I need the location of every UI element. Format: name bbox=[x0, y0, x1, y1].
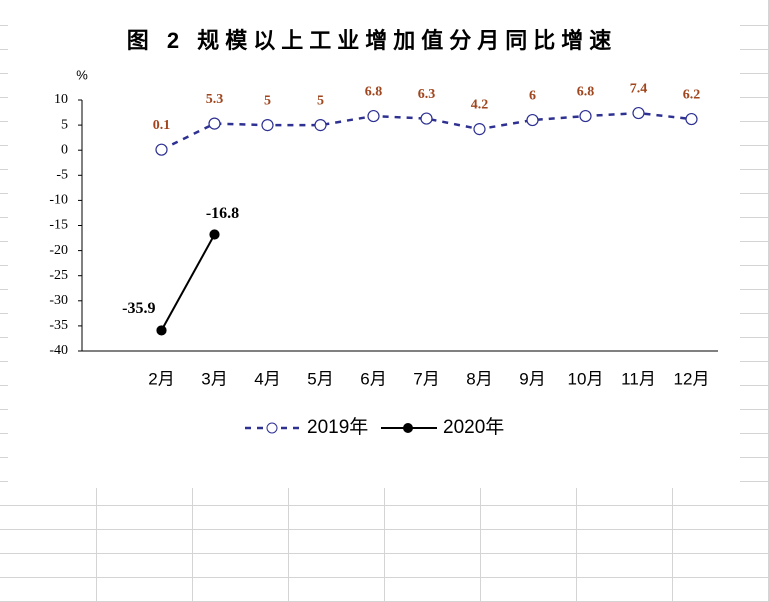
data-point bbox=[420, 112, 433, 125]
data-label: 5 bbox=[264, 93, 271, 108]
y-tick-label: -25 bbox=[49, 268, 68, 283]
data-point bbox=[579, 109, 592, 123]
data-label: 6.8 bbox=[577, 84, 595, 99]
data-label: 6 bbox=[529, 88, 536, 103]
series-line bbox=[160, 234, 216, 331]
y-tick-label: 10 bbox=[54, 92, 68, 107]
x-tick-label: 8月 bbox=[466, 369, 492, 388]
y-tick-label: -20 bbox=[49, 243, 68, 258]
legend-item: 2019年 bbox=[245, 416, 368, 438]
data-point bbox=[209, 229, 220, 240]
data-point bbox=[473, 123, 486, 136]
y-tick-label: -5 bbox=[56, 168, 68, 183]
data-label: -16.8 bbox=[206, 205, 239, 222]
data-label: 6.3 bbox=[418, 87, 436, 102]
legend-item: 2020年 bbox=[381, 416, 504, 438]
x-tick-label: 6月 bbox=[360, 369, 386, 388]
y-tick-label: -40 bbox=[49, 343, 68, 358]
data-label: 6.2 bbox=[683, 87, 701, 102]
data-label: 7.4 bbox=[630, 81, 648, 96]
data-point bbox=[208, 117, 221, 130]
x-tick-label: 4月 bbox=[254, 369, 280, 388]
data-label: 5 bbox=[317, 93, 324, 108]
y-tick-label: -35 bbox=[49, 318, 68, 333]
chart-area bbox=[8, 0, 740, 488]
y-tick-label: 0 bbox=[61, 142, 68, 157]
y-tick-label: -15 bbox=[49, 218, 68, 233]
x-tick-label: 9月 bbox=[519, 369, 545, 388]
legend-marker bbox=[403, 423, 413, 433]
x-tick-label: 11月 bbox=[621, 369, 656, 388]
data-point bbox=[156, 325, 167, 336]
data-point bbox=[314, 118, 327, 132]
data-label: 5.3 bbox=[206, 92, 224, 107]
data-label: 0.1 bbox=[153, 118, 171, 133]
data-point bbox=[261, 118, 274, 132]
data-label: 6.8 bbox=[365, 84, 383, 99]
y-tick-label: -30 bbox=[49, 293, 68, 308]
x-tick-label: 10月 bbox=[568, 369, 604, 388]
legend-marker bbox=[266, 422, 278, 434]
data-point bbox=[632, 106, 645, 120]
data-label: -35.9 bbox=[122, 300, 155, 317]
data-label: 4.2 bbox=[471, 97, 489, 112]
data-point bbox=[367, 109, 380, 123]
y-tick-label: -10 bbox=[49, 193, 68, 208]
data-point bbox=[155, 143, 168, 156]
chart-title: 图 2 规模以上工业增加值分月同比增速 bbox=[127, 28, 617, 53]
y-unit: % bbox=[76, 67, 88, 82]
data-point bbox=[685, 112, 698, 126]
data-point bbox=[526, 113, 539, 127]
legend-label: 2020年 bbox=[443, 416, 504, 438]
y-tick-label: 5 bbox=[61, 117, 68, 132]
legend-label: 2019年 bbox=[307, 416, 368, 438]
x-tick-label: 3月 bbox=[201, 369, 227, 388]
x-tick-label: 7月 bbox=[413, 369, 439, 388]
x-tick-label: 2月 bbox=[148, 369, 174, 388]
x-tick-label: 12月 bbox=[674, 369, 710, 388]
x-tick-label: 5月 bbox=[307, 369, 333, 388]
